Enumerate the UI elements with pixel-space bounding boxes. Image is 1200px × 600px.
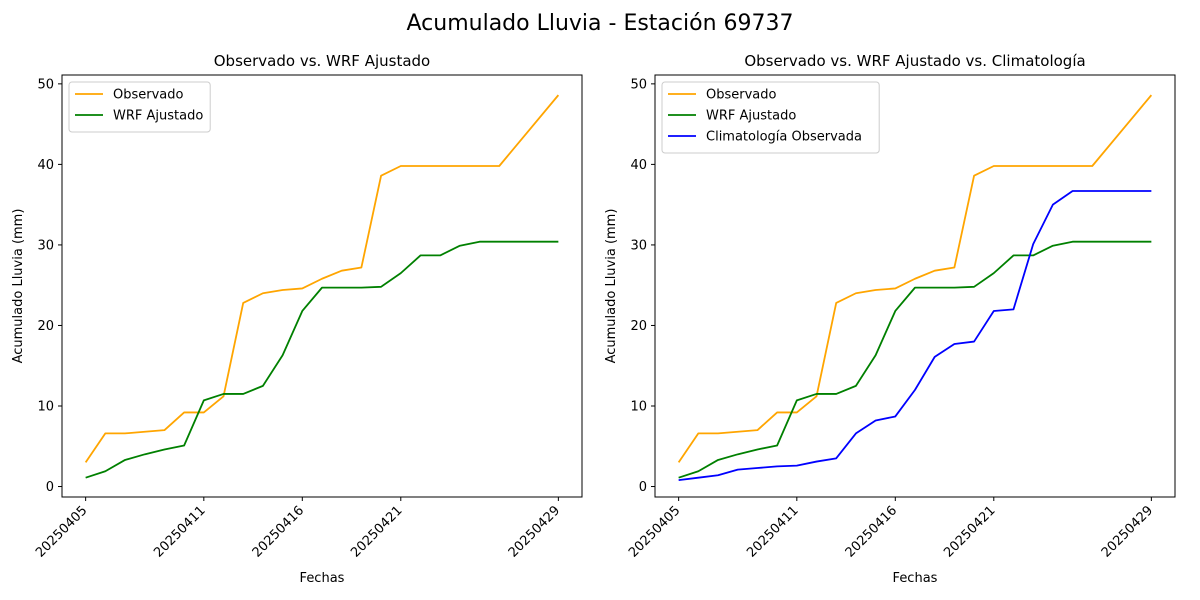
y-tick-label: 40: [630, 158, 647, 173]
series-line-observado: [677, 94, 1153, 463]
y-tick-label: 10: [630, 399, 647, 414]
legend-box: [661, 81, 880, 154]
series-line-wrf: [85, 240, 559, 479]
y-axis-label: Acumulado Lluvia (mm): [604, 209, 619, 364]
legend-label: WRF Ajustado: [113, 109, 203, 124]
x-tick-label: 20250411: [151, 503, 208, 560]
x-tick-label: 20250429: [1099, 503, 1156, 560]
plot-frame: [61, 74, 583, 498]
x-tick-label: 20250416: [250, 503, 307, 560]
legend: Observado WRF Ajustado: [68, 81, 211, 133]
legend-box: [68, 81, 211, 133]
legend-label: WRF Ajustado: [706, 109, 796, 124]
plot-title: Observado vs. WRF Ajustado vs. Climatolo…: [744, 52, 1085, 70]
legend-label: Observado: [706, 88, 777, 103]
y-tick-label: 40: [37, 158, 54, 173]
y-tick-label: 20: [37, 319, 54, 334]
y-axis-label: Acumulado Lluvia (mm): [11, 209, 26, 364]
x-tick-label: 20250416: [843, 503, 900, 560]
figure-title: Acumulado Lluvia - Estación 69737: [407, 11, 794, 36]
legend-label: Observado: [113, 88, 184, 103]
y-tick-label: 20: [630, 319, 647, 334]
x-tick-label: 20250405: [33, 503, 90, 560]
x-tick-label: 20250411: [744, 503, 801, 560]
x-tick-label: 20250405: [626, 503, 683, 560]
x-axis-label: Fechas: [893, 571, 938, 586]
series-line-observado: [84, 94, 560, 463]
y-tick-label: 0: [46, 480, 54, 495]
series-line-clim: [678, 190, 1152, 481]
y-tick-label: 10: [37, 399, 54, 414]
x-tick-label: 20250429: [506, 503, 563, 560]
chart-panel-left: Observado vs. WRF Ajustado 0 10 20 30 40 50 202…: [11, 52, 583, 586]
series-line-wrf: [678, 240, 1152, 479]
plot-frame: [654, 74, 1176, 498]
y-tick-label: 0: [639, 480, 647, 495]
x-tick-label: 20250421: [348, 503, 405, 560]
y-tick-label: 50: [630, 77, 647, 92]
x-tick-label: 20250421: [941, 503, 998, 560]
y-tick-label: 30: [37, 238, 54, 253]
y-tick-label: 30: [630, 238, 647, 253]
plot-title: Observado vs. WRF Ajustado: [214, 52, 430, 70]
y-tick-label: 50: [37, 77, 54, 92]
legend-label: Climatología Observada: [706, 130, 862, 145]
chart-panel-right: Observado vs. WRF Ajustado vs. Climatolo…: [604, 52, 1176, 586]
x-axis-label: Fechas: [300, 571, 345, 586]
legend: Observado WRF Ajustado Climatología Observ…: [661, 81, 880, 154]
